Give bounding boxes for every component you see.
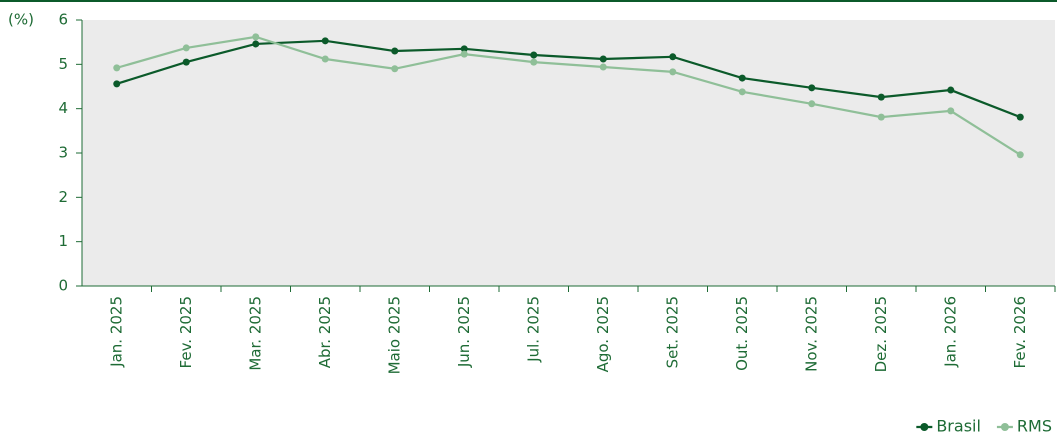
legend-item: Brasil bbox=[916, 417, 981, 436]
y-tick-label: 0 bbox=[58, 277, 68, 295]
legend-swatch-dot bbox=[920, 423, 929, 431]
x-tick-label: Nov. 2025 bbox=[802, 296, 820, 372]
data-point bbox=[599, 55, 607, 63]
y-tick-label: 2 bbox=[58, 188, 68, 206]
data-point bbox=[321, 55, 329, 63]
data-point bbox=[738, 88, 746, 96]
data-point bbox=[947, 107, 955, 115]
data-point bbox=[808, 84, 816, 92]
x-tick-label: Jul. 2025 bbox=[524, 296, 542, 363]
legend-label: Brasil bbox=[936, 417, 981, 436]
y-tick-label: 4 bbox=[58, 99, 68, 117]
data-point bbox=[808, 100, 816, 108]
x-tick-label: Fev. 2025 bbox=[177, 296, 195, 368]
legend-item: RMS bbox=[996, 417, 1052, 436]
x-tick-label: Out. 2025 bbox=[733, 296, 751, 371]
data-point bbox=[530, 51, 538, 59]
data-point bbox=[391, 47, 399, 55]
x-tick-label: Ago. 2025 bbox=[594, 296, 612, 372]
y-tick-label: 3 bbox=[58, 144, 68, 162]
data-point bbox=[669, 68, 677, 76]
data-point bbox=[738, 74, 746, 82]
y-axis-label: (%) bbox=[8, 11, 34, 29]
data-point bbox=[391, 65, 399, 73]
data-point bbox=[252, 33, 260, 41]
x-tick-label: Fev. 2026 bbox=[1011, 296, 1029, 368]
data-point bbox=[460, 45, 468, 53]
x-tick-label: Jun. 2025 bbox=[455, 296, 473, 368]
data-point bbox=[460, 50, 468, 58]
legend-label: RMS bbox=[1017, 417, 1052, 436]
plot-area bbox=[82, 20, 1055, 286]
x-tick-label: Maio 2025 bbox=[385, 296, 403, 374]
series-line bbox=[116, 39, 1021, 119]
x-tick-label: Jan. 2025 bbox=[107, 296, 125, 368]
data-point bbox=[321, 37, 329, 45]
x-tick-label: Mar. 2025 bbox=[246, 296, 264, 371]
top-rule bbox=[0, 0, 1057, 2]
data-point bbox=[113, 80, 121, 88]
data-point bbox=[182, 58, 190, 66]
y-tick-label: 6 bbox=[58, 11, 68, 29]
y-tick-label: 1 bbox=[58, 232, 68, 250]
data-point bbox=[1016, 151, 1024, 159]
data-point bbox=[877, 93, 885, 101]
data-point bbox=[947, 86, 955, 94]
data-point bbox=[669, 53, 677, 61]
x-tick-label: Set. 2025 bbox=[663, 296, 681, 368]
legend-swatch-dot bbox=[1000, 423, 1009, 431]
data-point bbox=[113, 64, 121, 72]
data-point bbox=[599, 63, 607, 71]
data-point bbox=[530, 58, 538, 66]
data-point bbox=[1016, 113, 1024, 121]
x-tick-label: Abr. 2025 bbox=[316, 296, 334, 368]
data-point bbox=[182, 44, 190, 52]
x-tick-label: Jan. 2026 bbox=[941, 296, 959, 368]
x-tick-label: Dez. 2025 bbox=[872, 296, 890, 372]
data-point bbox=[877, 113, 885, 121]
y-tick-label: 5 bbox=[58, 55, 68, 73]
data-point bbox=[252, 40, 260, 48]
series-line bbox=[116, 35, 1021, 156]
